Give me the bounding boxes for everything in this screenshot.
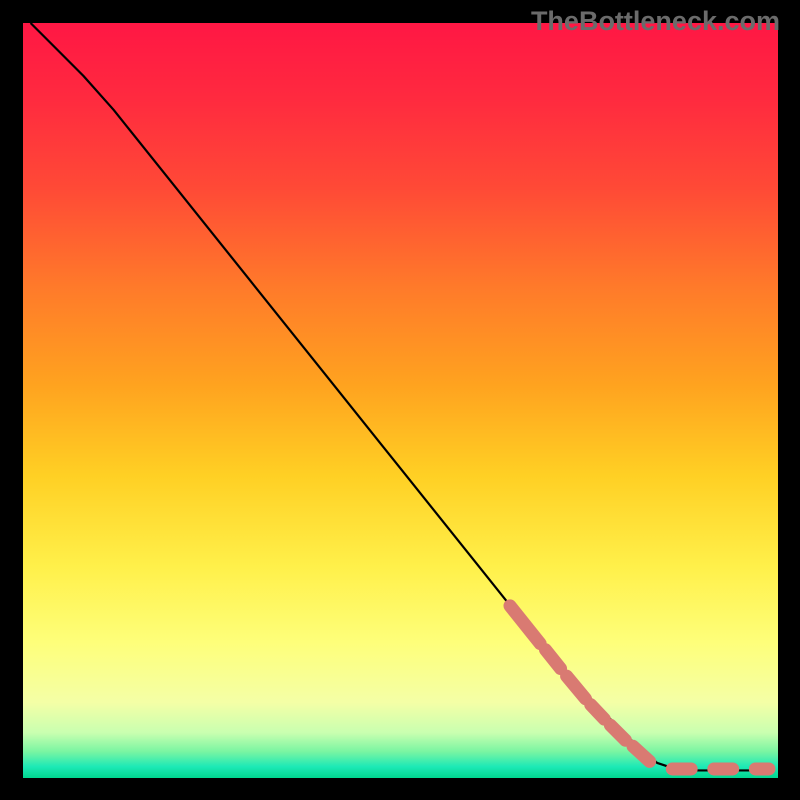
plot-area xyxy=(23,23,778,778)
chart-frame: TheBottleneck.com xyxy=(0,0,800,800)
plot-svg xyxy=(23,23,778,778)
watermark-text: TheBottleneck.com xyxy=(531,6,780,37)
gradient-background xyxy=(23,23,778,778)
